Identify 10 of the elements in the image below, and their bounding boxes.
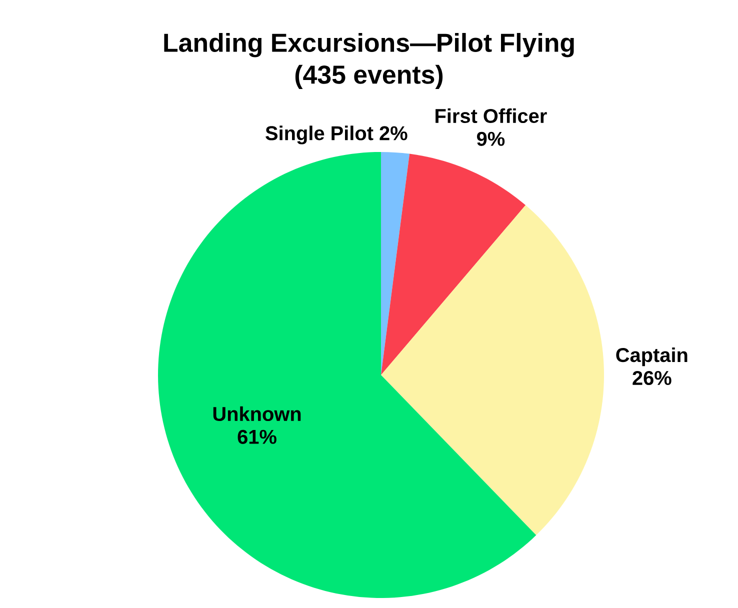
data-label: 61% xyxy=(238,430,276,444)
slice-label: First Officer xyxy=(436,108,547,124)
chart-subtitle: (435 events) xyxy=(295,64,443,89)
chart-title: Landing Excursions—Pilot Flying xyxy=(164,32,574,58)
slice-label: Unknown xyxy=(213,406,301,422)
data-label: 2% xyxy=(380,126,408,140)
slice-label: Captain xyxy=(616,348,688,366)
data-label: 9% xyxy=(477,132,505,146)
data-label: 26% xyxy=(632,370,672,386)
slice-label: Single Pilot xyxy=(266,126,374,144)
